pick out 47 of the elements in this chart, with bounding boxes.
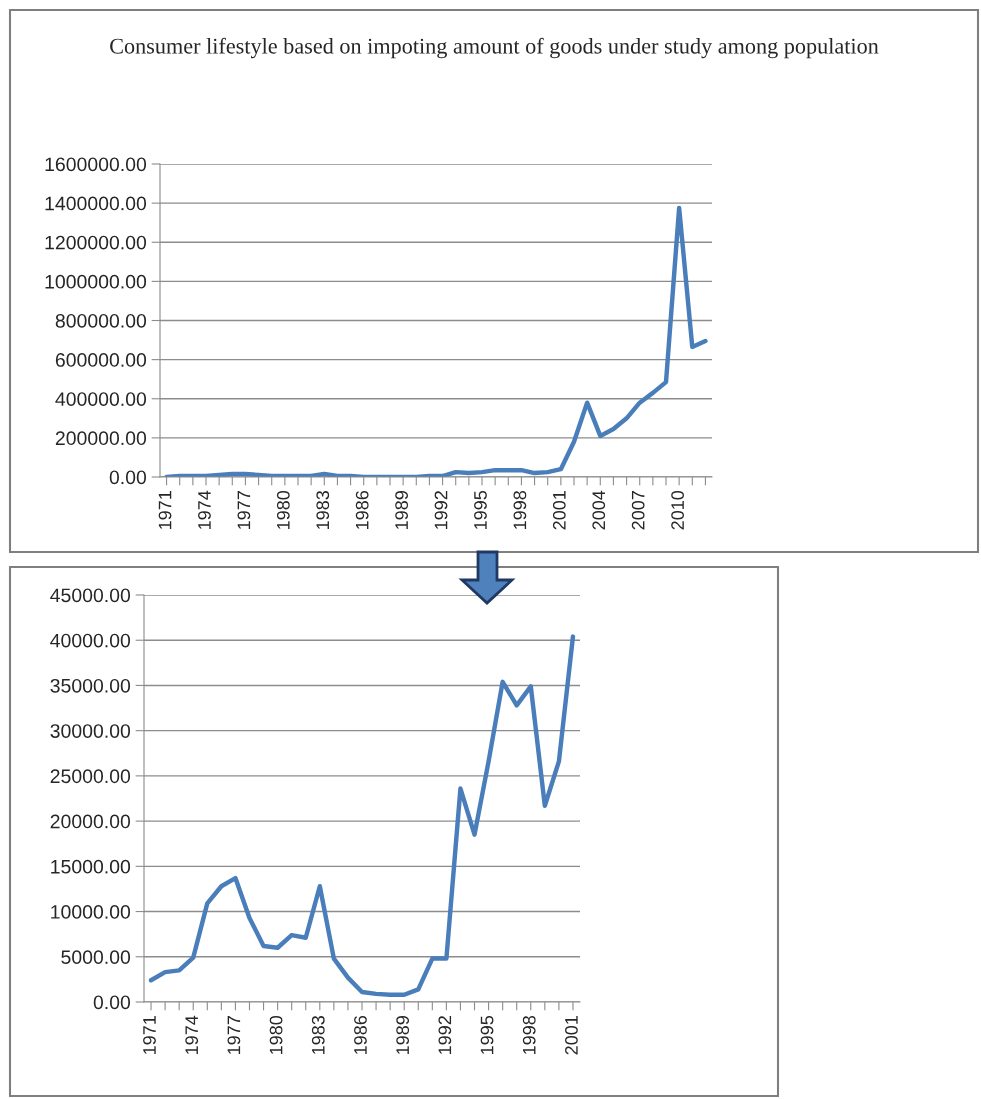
x-tick-label: 1971 bbox=[158, 491, 172, 529]
x-tick-label: 1986 bbox=[354, 1015, 367, 1054]
x-tick-label: 1983 bbox=[316, 490, 330, 529]
y-tick-label: 35000.00 bbox=[50, 678, 131, 693]
x-tick-label: 2010 bbox=[671, 490, 684, 530]
y-tick-label: 0.00 bbox=[109, 470, 147, 485]
y-tick-label: 600000.00 bbox=[55, 353, 147, 367]
x-tick-label: 1995 bbox=[480, 1015, 494, 1054]
line-series bbox=[164, 205, 708, 477]
x-tick-label: 1986 bbox=[355, 490, 369, 529]
y-tick-label: 200000.00 bbox=[55, 431, 147, 446]
y-tick-label: 25000.00 bbox=[50, 769, 131, 784]
x-tick-label: 1989 bbox=[396, 1016, 410, 1054]
y-tick-label: 40000.00 bbox=[50, 633, 131, 648]
x-tick-label: 1998 bbox=[522, 1015, 536, 1054]
x-tick-label: 1974 bbox=[185, 1015, 199, 1054]
x-tick-label: 1974 bbox=[198, 490, 211, 529]
y-tick-label: 800000.00 bbox=[55, 313, 147, 328]
x-tick-label: 1995 bbox=[474, 490, 487, 529]
y-tick-label: 1400000.00 bbox=[45, 196, 147, 211]
x-tick-label: 2007 bbox=[631, 491, 645, 530]
x-tick-label: 1989 bbox=[395, 491, 408, 529]
x-tick-label: 1992 bbox=[438, 1016, 452, 1054]
x-tick-label: 2001 bbox=[565, 1016, 578, 1055]
y-tick-label: 400000.00 bbox=[55, 392, 147, 406]
x-tick-label: 1980 bbox=[276, 490, 290, 529]
x-tick-label: 1971 bbox=[143, 1016, 156, 1054]
chart-title: Consumer lifestyle based on impoting amount of goods under study among population bbox=[110, 37, 879, 59]
x-tick-label: 2001 bbox=[552, 491, 566, 530]
x-tick-label: 1977 bbox=[227, 1016, 241, 1054]
y-tick-label: 15000.00 bbox=[51, 859, 131, 874]
y-tick-label: 20000.00 bbox=[50, 814, 131, 829]
y-tick-label: 10000.00 bbox=[51, 905, 131, 919]
y-tick-label: 1200000.00 bbox=[45, 235, 147, 250]
y-tick-label: 1000000.00 bbox=[45, 274, 147, 289]
x-tick-label: 1998 bbox=[513, 490, 527, 529]
x-tick-label: 1977 bbox=[237, 491, 251, 529]
line-series bbox=[148, 634, 576, 997]
x-tick-label: 2004 bbox=[592, 490, 606, 530]
y-tick-label: 5000.00 bbox=[61, 950, 131, 965]
y-tick-label: 45000.00 bbox=[50, 588, 131, 603]
x-tick-label: 1983 bbox=[311, 1015, 325, 1054]
y-tick-label: 0.00 bbox=[93, 995, 131, 1010]
x-tick-label: 1992 bbox=[434, 491, 448, 529]
y-tick-label: 30000.00 bbox=[50, 724, 131, 738]
y-tick-label: 1600000.00 bbox=[45, 157, 147, 172]
x-tick-label: 1980 bbox=[269, 1015, 283, 1054]
